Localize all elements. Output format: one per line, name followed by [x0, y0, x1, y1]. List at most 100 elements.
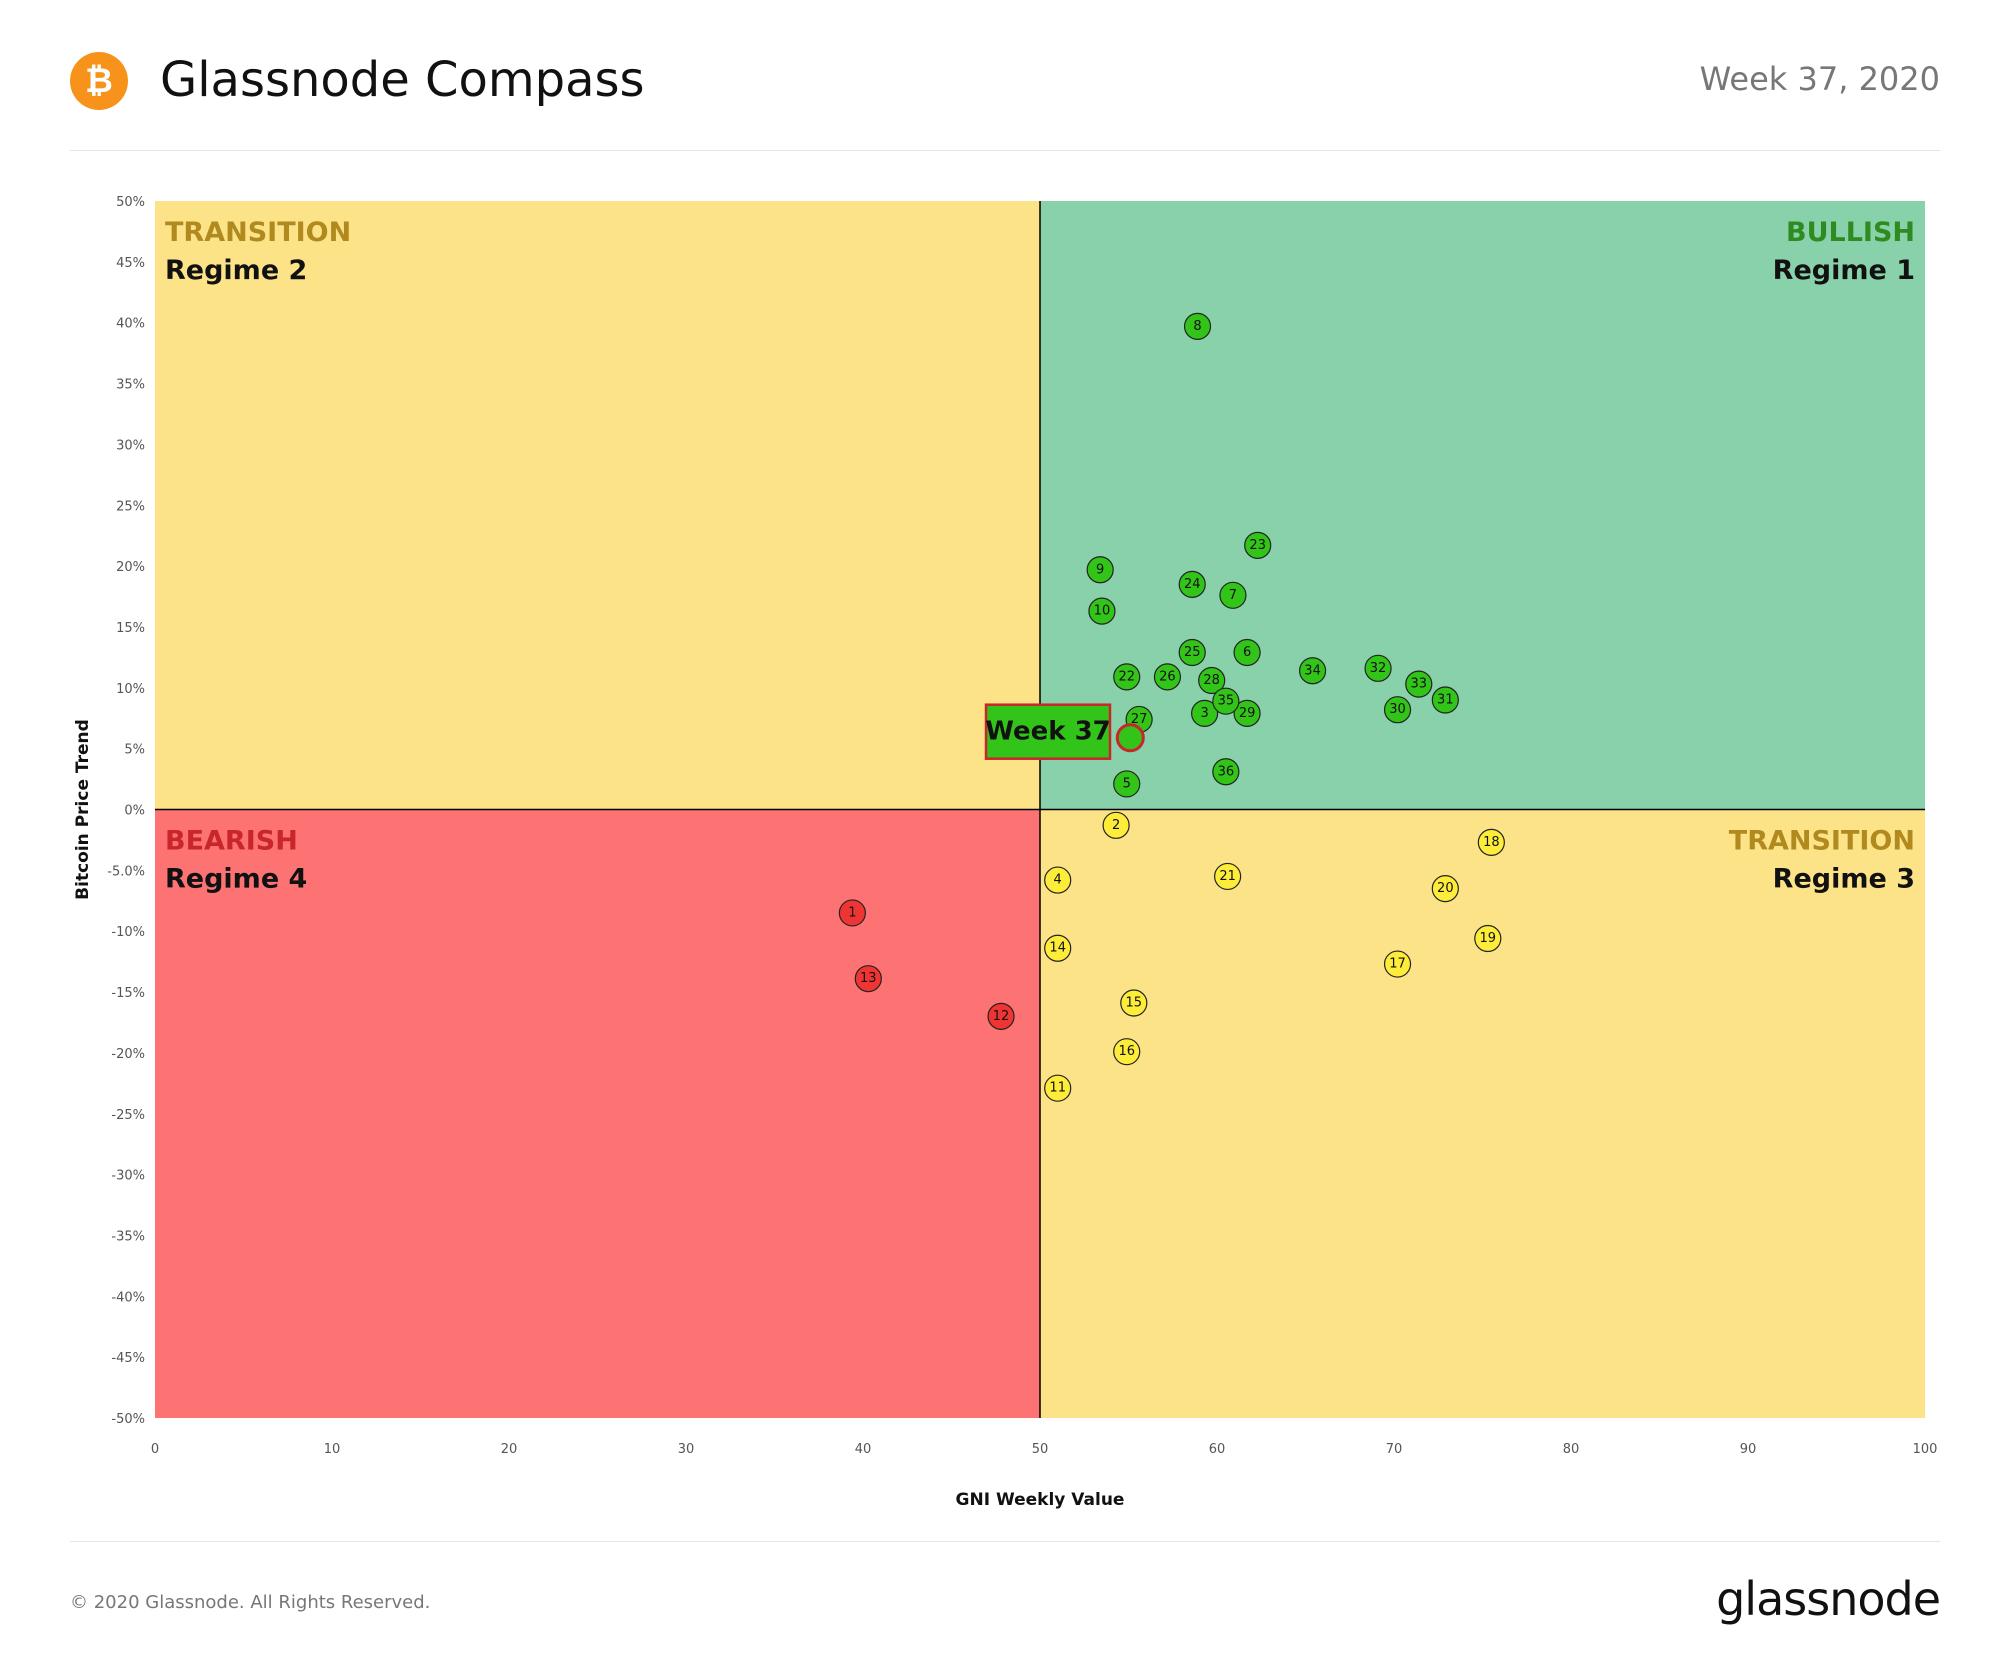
- x-tick-label: 20: [501, 1442, 518, 1457]
- current-week-marker: Week 37: [984, 703, 1145, 760]
- x-tick-label: 90: [1740, 1442, 1757, 1457]
- data-point: 26: [1153, 663, 1182, 691]
- data-point-label: 4: [1054, 873, 1062, 888]
- data-point-label: 27: [1131, 712, 1148, 727]
- data-point-label: 6: [1243, 645, 1251, 660]
- data-point: 19: [1474, 924, 1502, 953]
- data-point-label: 19: [1480, 931, 1497, 946]
- data-point-marker: [1183, 312, 1212, 340]
- data-point-marker: [1244, 531, 1272, 560]
- x-tick-label: 70: [1386, 1442, 1403, 1457]
- y-tick-label: -35%: [111, 1229, 145, 1244]
- x-tick-label: 30: [678, 1442, 695, 1457]
- data-point-label: 16: [1118, 1044, 1135, 1059]
- data-point-label: 5: [1123, 776, 1131, 791]
- data-point-label: 31: [1437, 692, 1454, 707]
- data-point-marker: [1364, 654, 1392, 682]
- data-point-label: 35: [1218, 694, 1235, 709]
- quadrant-backgrounds: [155, 201, 1925, 1418]
- data-point: 21: [1214, 862, 1242, 891]
- data-point-label: 13: [860, 971, 877, 986]
- data-point-marker: [1431, 875, 1459, 903]
- quadrant-label-regime: Regime 1: [1773, 255, 1915, 286]
- data-point-marker: [1233, 638, 1261, 667]
- x-tick-label: 0: [151, 1442, 159, 1457]
- data-point: 33: [1405, 670, 1433, 698]
- data-point: 31: [1431, 686, 1459, 714]
- data-point: 16: [1113, 1038, 1141, 1066]
- data-point-label: 3: [1200, 706, 1208, 721]
- data-point-label: 17: [1389, 957, 1406, 972]
- quadrant-bearish-regime-4: [155, 809, 1040, 1418]
- data-point-marker: [1212, 687, 1240, 715]
- data-point-marker: [1298, 657, 1327, 685]
- x-axis-ticks: 0 10 20 30 40 50 60 70 80 90 100: [151, 1442, 1938, 1457]
- data-point-marker: [1233, 699, 1261, 727]
- footer-divider: [70, 1541, 1940, 1542]
- data-point-label: 36: [1218, 764, 1235, 779]
- data-point-label: 7: [1229, 588, 1237, 603]
- y-tick-label: 30%: [116, 438, 145, 453]
- data-point-marker: [854, 965, 882, 993]
- y-tick-label: -15%: [111, 986, 145, 1001]
- bitcoin-logo-icon: ₿: [70, 52, 128, 110]
- data-point-marker: [838, 899, 866, 927]
- brand-logo: glassnode: [1716, 1572, 1941, 1626]
- quadrant-transition-regime-3: [1040, 809, 1925, 1418]
- x-tick-label: 40: [855, 1442, 872, 1457]
- data-point-label: 25: [1184, 645, 1201, 660]
- y-tick-label: 5%: [124, 743, 145, 758]
- data-point-label: 9: [1096, 562, 1104, 577]
- data-point-marker: [1102, 811, 1130, 839]
- quadrant-label-regime: Regime 2: [165, 255, 307, 286]
- y-tick-label: 40%: [116, 317, 145, 332]
- data-point: 20: [1431, 875, 1459, 903]
- week-label: Week 37, 2020: [1699, 60, 1940, 98]
- data-point: 7: [1219, 581, 1247, 609]
- data-point-marker: [1153, 663, 1182, 691]
- data-point: 25: [1178, 638, 1206, 667]
- data-point: 12: [987, 1002, 1015, 1030]
- y-tick-label: 50%: [116, 195, 145, 210]
- data-point-label: 11: [1049, 1081, 1066, 1096]
- data-point: 14: [1044, 934, 1072, 962]
- data-point-label: 18: [1483, 835, 1500, 850]
- quadrant-label-name: TRANSITION: [165, 217, 351, 248]
- data-point-label: 22: [1118, 669, 1135, 684]
- data-point: 34: [1298, 657, 1327, 685]
- y-tick-label: -50%: [111, 1412, 145, 1427]
- x-tick-label: 50: [1032, 1442, 1049, 1457]
- data-point: 32: [1364, 654, 1392, 682]
- data-point-label: 1: [848, 905, 856, 920]
- y-tick-label: 25%: [116, 499, 145, 514]
- y-axis-ticks: 50% 45% 40% 35% 30% 25% 20% 15% 10% 5% 0% -5.0% -10%…: [107, 195, 145, 1427]
- data-point-marker: [1198, 666, 1226, 695]
- data-points: 1234567891011121314151617181920212223242…: [838, 312, 1505, 1102]
- data-point: 30: [1383, 696, 1412, 724]
- data-point-marker: [1086, 556, 1114, 584]
- data-point-marker: [1178, 638, 1206, 667]
- data-point-marker: [1191, 699, 1219, 727]
- data-point-marker: [1044, 934, 1072, 962]
- y-tick-label: -20%: [111, 1047, 145, 1062]
- data-point-label: 28: [1203, 673, 1220, 688]
- data-point: 2: [1102, 811, 1130, 839]
- y-tick-label: -30%: [111, 1169, 145, 1184]
- data-point-marker: [1113, 663, 1141, 691]
- y-tick-label: 0%: [124, 804, 145, 819]
- data-point-label: 26: [1159, 669, 1176, 684]
- y-tick-label: 20%: [116, 560, 145, 575]
- data-point: 4: [1044, 866, 1072, 894]
- y-tick-label: -45%: [111, 1351, 145, 1366]
- quadrant-label-name: BEARISH: [165, 826, 298, 857]
- quadrant-transition-regime-2: [155, 201, 1040, 810]
- data-point-label: 10: [1094, 604, 1111, 619]
- current-week-point: [1115, 723, 1145, 753]
- data-point-label: 30: [1389, 702, 1406, 717]
- data-point: 3: [1191, 699, 1219, 727]
- data-point-marker: [1120, 989, 1148, 1017]
- quadrant-label-name: TRANSITION: [1729, 826, 1915, 857]
- header-divider: [70, 150, 1940, 151]
- x-tick-label: 100: [1913, 1442, 1938, 1457]
- data-point-label: 15: [1126, 996, 1143, 1011]
